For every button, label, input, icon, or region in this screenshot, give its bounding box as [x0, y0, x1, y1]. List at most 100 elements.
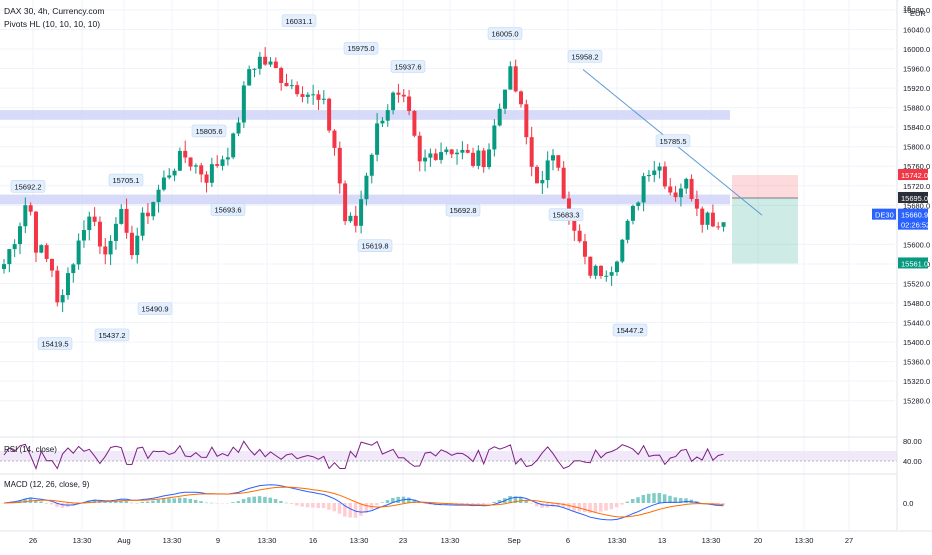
price-tick: 15880.0: [903, 104, 930, 113]
candle-body: [636, 202, 641, 206]
candle-body: [689, 178, 694, 199]
candle-body: [582, 241, 587, 257]
candle-body: [65, 273, 70, 296]
candle-body: [439, 152, 444, 160]
pivot-label-box: [10, 180, 46, 193]
price-tick-partial: 16: [903, 4, 911, 13]
candle-body: [492, 125, 497, 150]
currency-label: EUR: [910, 9, 926, 18]
macd-histogram-bar: [193, 499, 198, 503]
time-tick: Aug: [117, 536, 130, 545]
rsi-legend[interactable]: RSI (14, close): [4, 445, 57, 454]
price-tag-bg: [898, 208, 928, 220]
candle-body: [284, 82, 289, 87]
candle-body: [300, 94, 305, 97]
macd-histogram-bar: [295, 503, 299, 506]
macd-histogram-bar: [396, 496, 400, 503]
macd-histogram-bar: [284, 502, 288, 504]
candle-body: [332, 130, 337, 148]
macd-legend[interactable]: MACD (12, 26, close, 9): [4, 480, 90, 489]
candle-body: [17, 226, 22, 245]
candle-body: [545, 160, 550, 181]
candle-body: [225, 157, 230, 160]
symbol-tag: DE30: [875, 211, 894, 220]
zone-support: [0, 194, 730, 205]
macd-histogram-bar: [620, 503, 624, 505]
time-tick: 26: [29, 536, 37, 545]
candle-body: [609, 272, 614, 276]
macd-histogram-bar: [668, 495, 672, 503]
rsi-tick: 40.00: [903, 457, 922, 466]
macd-histogram-bar: [145, 501, 150, 503]
macd-histogram-bar: [662, 494, 667, 503]
candle-body: [487, 149, 492, 168]
price-tick: 16080.0: [903, 6, 930, 15]
candle-body: [55, 270, 60, 303]
macd-histogram-bar: [423, 503, 427, 504]
candle-body: [140, 212, 145, 236]
candle-body: [316, 94, 321, 100]
pivot-label: 15693.6: [214, 206, 241, 215]
candle-body: [193, 165, 198, 167]
pivot-label-box: [567, 50, 603, 63]
macd-histogram-bar: [247, 497, 251, 503]
macd-histogram-bar: [471, 503, 475, 505]
pivot-label-box: [191, 124, 227, 138]
candle-body: [199, 165, 204, 175]
candle-body: [561, 167, 566, 199]
time-tick: 13:30: [73, 536, 92, 545]
pivot-label: 15958.2: [571, 52, 598, 61]
chart-title: DAX 30, 4h, Currency.com: [4, 6, 105, 16]
macd-histogram-bar: [407, 497, 411, 503]
candle-body: [156, 189, 161, 203]
pivot-label: 15705.1: [112, 176, 139, 185]
macd-histogram-bar: [172, 498, 177, 503]
macd-histogram-bar: [609, 503, 614, 510]
macd-histogram-bar: [652, 493, 656, 503]
rsi-tick: 80.00: [903, 437, 922, 446]
macd-histogram-bar: [49, 503, 54, 505]
candle-body: [7, 249, 12, 265]
candle-body: [321, 98, 326, 100]
price-tick: 16000.0: [903, 45, 930, 54]
candle-body: [444, 149, 449, 153]
candle-body: [471, 152, 476, 166]
candle-body: [113, 223, 118, 241]
candle-body: [327, 98, 332, 131]
macd-histogram-bar: [199, 501, 203, 503]
pivot-label: 15805.6: [195, 127, 222, 136]
macd-histogram-bar: [337, 503, 342, 514]
time-tick: 13:30: [258, 536, 277, 545]
candle-body: [220, 159, 225, 166]
candle-body: [145, 212, 150, 217]
zone-resistance: [0, 110, 730, 120]
macd-histogram-bar: [252, 496, 257, 503]
macd-histogram-bar: [156, 499, 161, 503]
candle-body: [481, 150, 486, 168]
pivot-label: 15937.6: [394, 62, 421, 71]
price-tick: 15840.0: [903, 123, 930, 132]
candle-body: [49, 258, 54, 271]
macd-histogram-bar: [343, 503, 347, 517]
price-tick: 15920.0: [903, 84, 930, 93]
signal-line: [3, 486, 724, 518]
candle-body: [39, 245, 44, 253]
macd-histogram-bar: [167, 498, 171, 503]
pivot-label-box: [445, 203, 481, 217]
macd-histogram-bar: [183, 497, 187, 503]
indicator-legend[interactable]: Pivots HL (10, 10, 10, 10): [4, 19, 101, 29]
time-tick: 13:30: [795, 536, 814, 545]
candle-body: [92, 216, 97, 222]
macd-histogram-bar: [92, 499, 97, 503]
price-tag-bg: [898, 191, 928, 203]
candle-body: [87, 216, 92, 231]
price-tick: 15360.0: [903, 358, 930, 367]
pivot-label-box: [548, 208, 584, 221]
macd-histogram-bar: [55, 503, 59, 507]
macd-histogram-bar: [332, 503, 336, 512]
candle-body: [593, 265, 598, 276]
candle-body: [614, 261, 619, 273]
price-tick: 15440.0: [903, 319, 930, 328]
